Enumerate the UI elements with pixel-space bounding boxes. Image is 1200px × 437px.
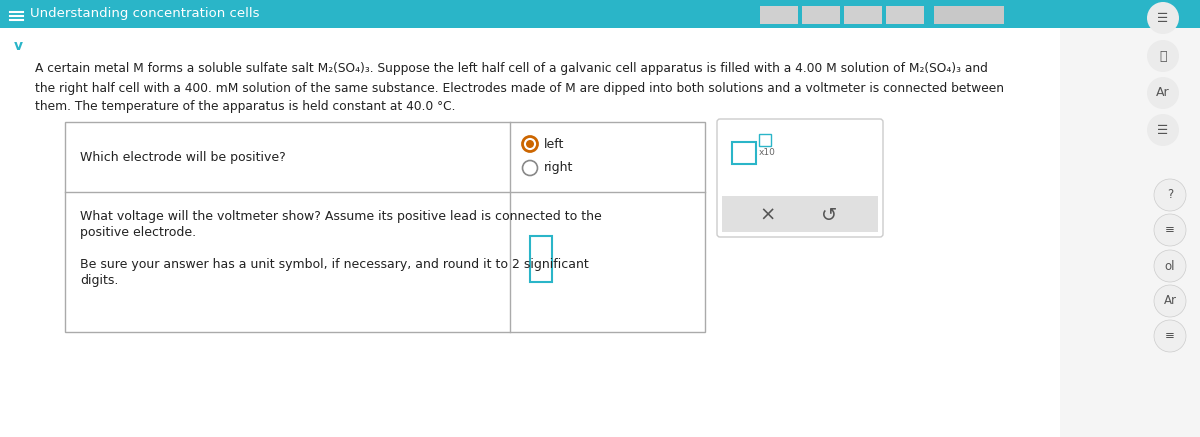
FancyBboxPatch shape — [760, 134, 772, 146]
Text: the right half cell with a 400. mM solution of the same substance. Electrodes ma: the right half cell with a 400. mM solut… — [35, 82, 1004, 95]
Text: 📊: 📊 — [1159, 49, 1166, 62]
FancyBboxPatch shape — [732, 142, 756, 164]
FancyBboxPatch shape — [530, 236, 552, 282]
Text: ×: × — [760, 205, 776, 225]
Text: x10: x10 — [760, 148, 776, 157]
FancyBboxPatch shape — [1010, 5, 1096, 25]
FancyBboxPatch shape — [65, 122, 706, 332]
Circle shape — [1147, 2, 1178, 34]
FancyBboxPatch shape — [718, 119, 883, 237]
Circle shape — [1154, 320, 1186, 352]
Text: v: v — [13, 39, 23, 53]
Text: Ar: Ar — [1156, 87, 1170, 100]
Text: Understanding concentration cells: Understanding concentration cells — [30, 7, 259, 21]
Text: ↺: ↺ — [821, 205, 836, 225]
Text: ☰: ☰ — [1157, 11, 1169, 24]
Text: Be sure your answer has a unit symbol, if necessary, and round it to 2 significa: Be sure your answer has a unit symbol, i… — [80, 258, 589, 271]
Text: ≡: ≡ — [1165, 223, 1175, 236]
Text: right: right — [544, 162, 574, 174]
FancyBboxPatch shape — [722, 196, 878, 232]
Text: digits.: digits. — [80, 274, 119, 287]
Circle shape — [522, 160, 538, 176]
Text: positive electrode.: positive electrode. — [80, 226, 196, 239]
Circle shape — [1147, 114, 1178, 146]
Text: Ar: Ar — [1164, 295, 1176, 308]
Text: ☰: ☰ — [1157, 124, 1169, 136]
Circle shape — [1154, 285, 1186, 317]
FancyBboxPatch shape — [0, 28, 1060, 437]
Circle shape — [1147, 77, 1178, 109]
Circle shape — [526, 140, 534, 148]
Circle shape — [522, 136, 538, 152]
Circle shape — [1154, 214, 1186, 246]
Text: A certain metal M forms a soluble sulfate salt M₂(SO₄)₃. Suppose the left half c: A certain metal M forms a soluble sulfat… — [35, 62, 988, 75]
FancyBboxPatch shape — [844, 6, 882, 24]
Circle shape — [1154, 250, 1186, 282]
Text: ol: ol — [1165, 260, 1175, 273]
Text: What voltage will the voltmeter show? Assume its positive lead is connected to t: What voltage will the voltmeter show? As… — [80, 210, 601, 223]
Text: ?: ? — [1166, 188, 1174, 201]
Circle shape — [1147, 40, 1178, 72]
Text: ≡: ≡ — [1165, 329, 1175, 343]
Circle shape — [1154, 179, 1186, 211]
FancyBboxPatch shape — [934, 6, 1004, 24]
Text: them. The temperature of the apparatus is held constant at 40.0 °C.: them. The temperature of the apparatus i… — [35, 100, 456, 113]
FancyBboxPatch shape — [760, 6, 798, 24]
FancyBboxPatch shape — [802, 6, 840, 24]
FancyBboxPatch shape — [0, 0, 1200, 28]
Text: Which electrode will be positive?: Which electrode will be positive? — [80, 150, 286, 163]
FancyBboxPatch shape — [886, 6, 924, 24]
Text: left: left — [544, 138, 564, 150]
